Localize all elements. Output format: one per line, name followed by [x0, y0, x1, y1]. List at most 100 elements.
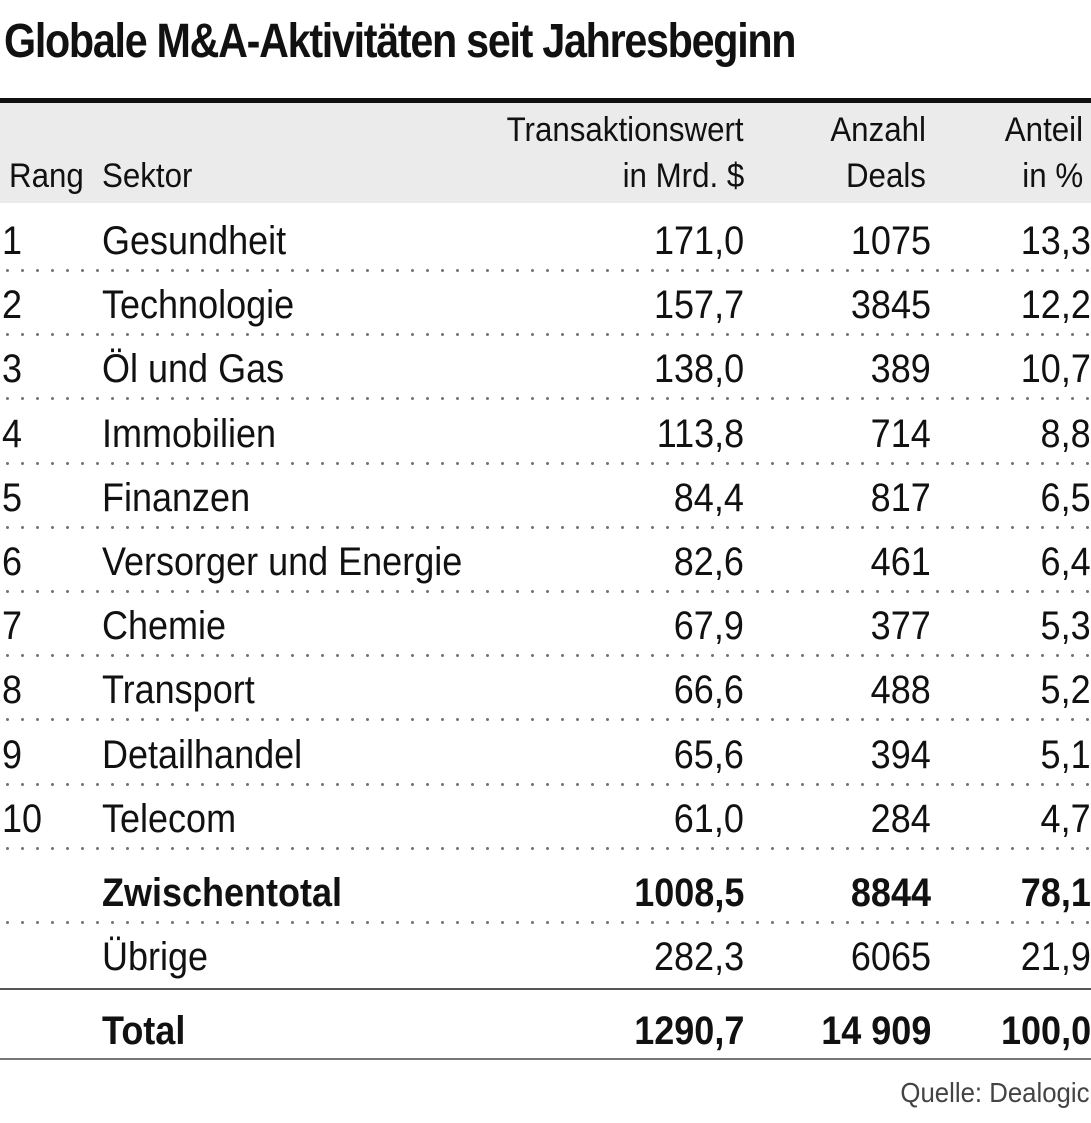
other-value: 282,3: [653, 935, 744, 979]
other-row: Übrige 282,3 6065 21,9: [0, 924, 1091, 988]
deals-cell: 461: [870, 540, 931, 584]
header-sector: Sektor: [102, 157, 193, 195]
table-header: Rang Sektor Transaktionswert in Mrd. $ A…: [0, 103, 1091, 203]
table-row: 9 Detailhandel 65,6 394 5,1: [0, 722, 1091, 786]
header-share-line2: in %: [1022, 157, 1083, 195]
total-label: Total: [102, 1009, 186, 1053]
value-cell: 65,6: [673, 732, 744, 777]
total-deals: 14 909: [820, 1009, 931, 1053]
sector-cell: Versorger und Energie: [102, 540, 463, 584]
total-value: 1290,7: [633, 1009, 744, 1053]
sector-cell: Technologie: [102, 283, 295, 328]
deals-cell: 1075: [850, 219, 931, 263]
other-deals: 6065: [850, 935, 931, 979]
header-share-line1: Anteil: [1004, 111, 1083, 149]
title-rule: [0, 98, 1091, 103]
sector-cell: Transport: [102, 668, 255, 713]
total-row: Total 1290,7 14 909 100,0: [0, 998, 1091, 1062]
row-divider: [0, 269, 1091, 272]
table-row: 2 Technologie 157,7 3845 12,2: [0, 272, 1091, 337]
rank-cell: 5: [2, 475, 23, 520]
subtotal-share: 78,1: [1020, 871, 1091, 915]
row-divider: [0, 590, 1091, 593]
total-rule: [0, 988, 1091, 990]
table-row: 6 Versorger und Energie 82,6 461 6,4: [0, 529, 1091, 593]
other-label: Übrige: [102, 935, 209, 979]
sector-cell: Gesundheit: [102, 219, 287, 263]
deals-cell: 488: [870, 668, 931, 713]
share-cell: 13,3: [1020, 219, 1091, 263]
header-value-line2: in Mrd. $: [622, 157, 744, 195]
sector-cell: Immobilien: [102, 411, 277, 456]
table-row: 3 Öl und Gas 138,0 389 10,7: [0, 336, 1091, 401]
value-cell: 61,0: [673, 796, 744, 841]
row-divider: [0, 397, 1091, 401]
subtotal-row: Zwischentotal 1008,5 8844 78,1: [0, 860, 1091, 924]
header-rank: Rang: [9, 157, 84, 195]
rank-cell: 4: [2, 411, 23, 456]
sector-cell: Telecom: [102, 796, 237, 841]
row-divider: [0, 921, 1091, 924]
row-divider: [0, 782, 1091, 786]
table-row: 4 Immobilien 113,8 714 8,8: [0, 401, 1091, 465]
header-deals-line2: Deals: [846, 157, 926, 195]
value-cell: 82,6: [673, 540, 744, 584]
share-cell: 10,7: [1020, 347, 1091, 392]
rank-cell: 6: [2, 540, 23, 584]
value-cell: 66,6: [673, 668, 744, 713]
value-cell: 67,9: [673, 604, 744, 649]
row-divider: [0, 718, 1091, 722]
sector-cell: Finanzen: [102, 475, 251, 520]
row-divider: [0, 461, 1091, 465]
deals-cell: 284: [870, 796, 931, 841]
table-row: 10 Telecom 61,0 284 4,7: [0, 786, 1091, 850]
rank-cell: 9: [2, 732, 23, 777]
deals-cell: 394: [870, 732, 931, 777]
row-divider: [0, 846, 1091, 850]
value-cell: 157,7: [653, 283, 744, 328]
rank-cell: 2: [2, 283, 23, 328]
deals-cell: 817: [870, 475, 931, 520]
value-cell: 138,0: [653, 347, 744, 392]
share-cell: 6,5: [1040, 475, 1091, 520]
subtotal-value: 1008,5: [633, 871, 744, 915]
row-divider: [0, 525, 1091, 529]
other-share: 21,9: [1020, 935, 1091, 979]
share-cell: 5,1: [1040, 732, 1091, 777]
row-divider: [0, 333, 1091, 337]
rank-cell: 1: [2, 219, 23, 263]
share-cell: 4,7: [1040, 796, 1091, 841]
value-cell: 171,0: [653, 219, 744, 263]
deals-cell: 714: [870, 411, 931, 456]
sector-cell: Öl und Gas: [102, 347, 285, 392]
header-value-line1: Transaktionswert: [506, 111, 744, 149]
share-cell: 5,2: [1040, 668, 1091, 713]
subtotal-deals: 8844: [850, 871, 931, 915]
deals-cell: 3845: [850, 283, 931, 328]
total-share: 100,0: [1000, 1009, 1091, 1053]
table-row: 1 Gesundheit 171,0 1075 13,3: [0, 208, 1091, 272]
table-row: 8 Transport 66,6 488 5,2: [0, 657, 1091, 722]
rank-cell: 8: [2, 668, 23, 713]
bottom-rule: [0, 1058, 1091, 1060]
header-deals-line1: Anzahl: [830, 111, 926, 149]
source-note: Quelle: Dealogic: [899, 1077, 1089, 1108]
share-cell: 12,2: [1020, 283, 1091, 328]
deals-cell: 377: [870, 604, 931, 649]
rank-cell: 7: [2, 604, 23, 649]
share-cell: 8,8: [1040, 411, 1091, 456]
sector-cell: Chemie: [102, 604, 227, 649]
share-cell: 5,3: [1040, 604, 1091, 649]
sector-cell: Detailhandel: [102, 732, 303, 777]
row-divider: [0, 654, 1091, 658]
chart-title: Globale M&A-Aktivitäten seit Jahresbegin…: [4, 15, 797, 68]
subtotal-label: Zwischentotal: [102, 871, 343, 915]
share-cell: 6,4: [1040, 540, 1091, 584]
rank-cell: 3: [2, 347, 23, 392]
value-cell: 113,8: [656, 411, 744, 456]
deals-cell: 389: [870, 347, 931, 392]
table-row: 7 Chemie 67,9 377 5,3: [0, 593, 1091, 658]
table-row: 5 Finanzen 84,4 817 6,5: [0, 465, 1091, 529]
value-cell: 84,4: [673, 475, 744, 520]
rank-cell: 10: [2, 796, 43, 841]
